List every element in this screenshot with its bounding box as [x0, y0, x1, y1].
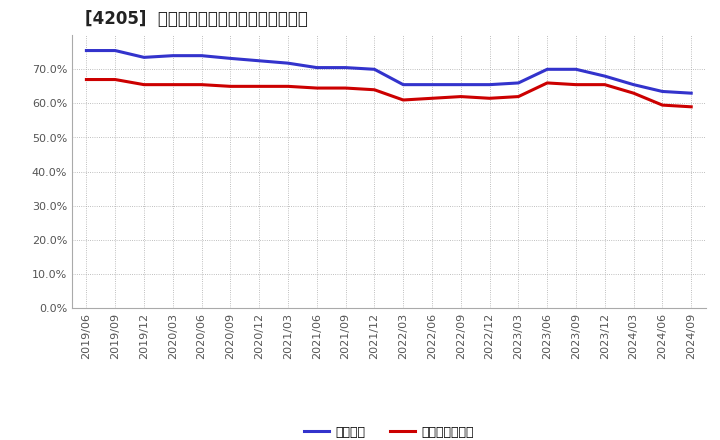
固定比率: [140, 55, 148, 60]
固定長期適合率: [543, 80, 552, 85]
固定長期適合率: [226, 84, 235, 89]
固定比率: [456, 82, 465, 87]
固定比率: [168, 53, 177, 58]
固定比率: [485, 82, 494, 87]
Line: 固定長期適合率: 固定長期適合率: [86, 80, 691, 107]
固定比率: [284, 61, 292, 66]
固定長期適合率: [514, 94, 523, 99]
固定比率: [197, 53, 206, 58]
Text: [4205]  固定比率、固定長期適合率の推移: [4205] 固定比率、固定長期適合率の推移: [85, 10, 307, 28]
固定比率: [370, 66, 379, 72]
固定長期適合率: [687, 104, 696, 110]
固定長期適合率: [600, 82, 609, 87]
固定長期適合率: [255, 84, 264, 89]
固定比率: [600, 73, 609, 79]
固定比率: [255, 58, 264, 63]
固定長期適合率: [111, 77, 120, 82]
固定比率: [658, 89, 667, 94]
固定長期適合率: [428, 95, 436, 101]
固定長期適合率: [197, 82, 206, 87]
固定長期適合率: [399, 97, 408, 103]
固定比率: [687, 91, 696, 96]
Legend: 固定比率, 固定長期適合率: 固定比率, 固定長期適合率: [299, 421, 479, 440]
固定比率: [312, 65, 321, 70]
固定比率: [572, 66, 580, 72]
固定比率: [111, 48, 120, 53]
固定比率: [82, 48, 91, 53]
固定長期適合率: [572, 82, 580, 87]
固定長期適合率: [82, 77, 91, 82]
固定長期適合率: [312, 85, 321, 91]
固定比率: [629, 82, 638, 87]
固定比率: [399, 82, 408, 87]
固定長期適合率: [485, 95, 494, 101]
固定長期適合率: [370, 87, 379, 92]
固定長期適合率: [140, 82, 148, 87]
固定比率: [514, 80, 523, 85]
固定比率: [428, 82, 436, 87]
固定比率: [341, 65, 350, 70]
固定長期適合率: [168, 82, 177, 87]
固定比率: [226, 56, 235, 61]
固定長期適合率: [284, 84, 292, 89]
固定長期適合率: [341, 85, 350, 91]
固定長期適合率: [658, 103, 667, 108]
Line: 固定比率: 固定比率: [86, 51, 691, 93]
固定比率: [543, 66, 552, 72]
固定長期適合率: [629, 91, 638, 96]
固定長期適合率: [456, 94, 465, 99]
